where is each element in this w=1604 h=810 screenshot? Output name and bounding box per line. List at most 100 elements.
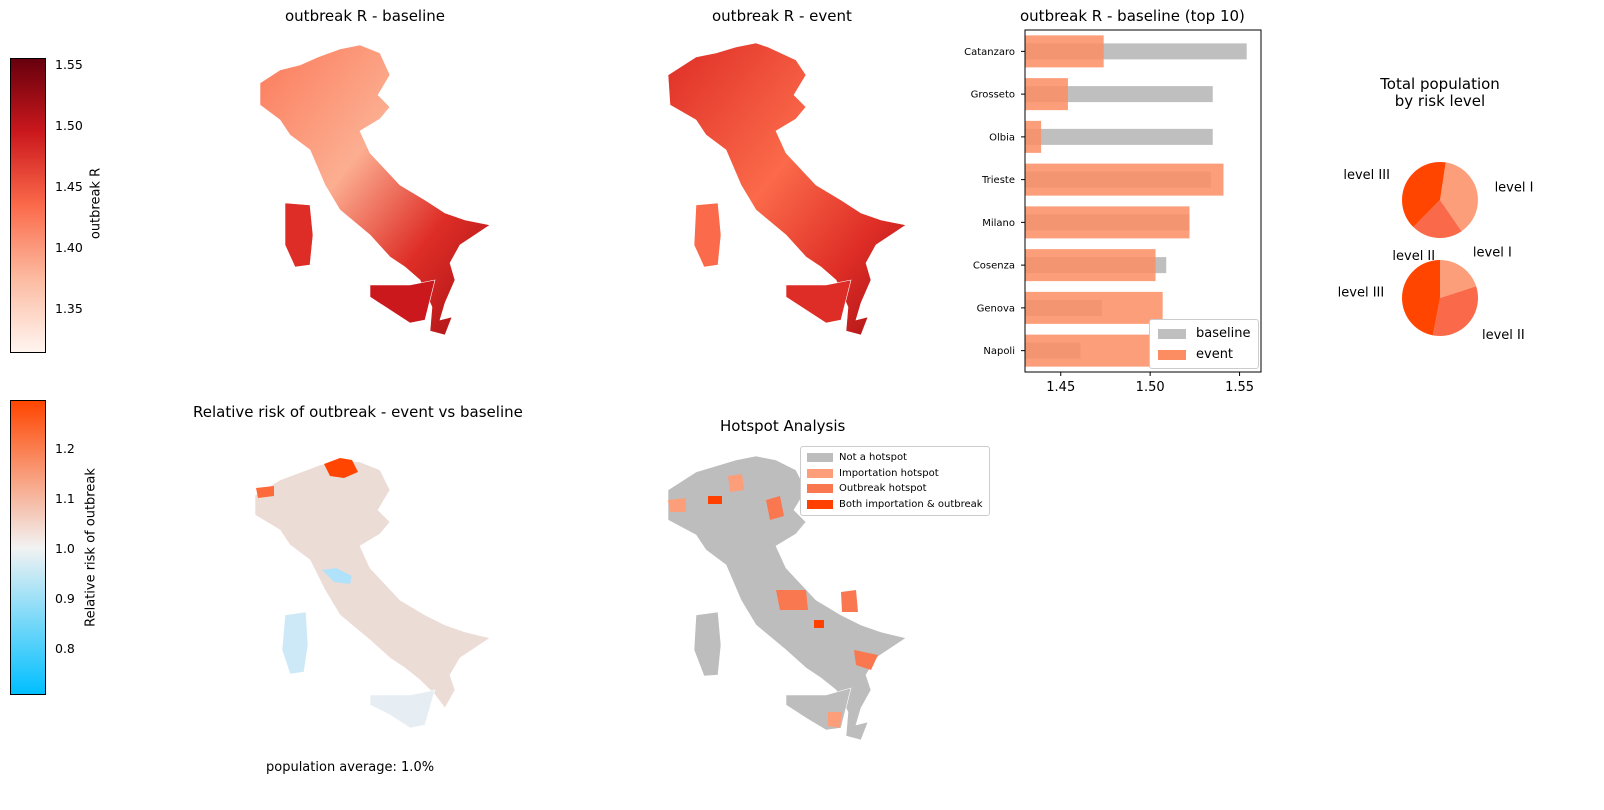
legend-label: Importation hotspot <box>839 467 939 479</box>
event-bar <box>1025 35 1104 68</box>
bar-chart-legend: baseline event <box>1149 319 1260 369</box>
sardinia <box>281 611 309 675</box>
event-bar <box>1025 291 1163 324</box>
pie-label: level III <box>1343 168 1390 183</box>
legend-swatch <box>807 468 833 478</box>
pie-slice <box>1413 200 1462 238</box>
category-label: Genova <box>977 303 1015 314</box>
pie-slice <box>1402 162 1446 228</box>
italy-mainland <box>667 42 907 336</box>
hotspot-legend-row: Not a hotspot <box>807 450 983 466</box>
outbreak-hotspot <box>854 650 878 670</box>
hotspot-legend-row: Importation hotspot <box>807 466 983 482</box>
baseline-map <box>259 44 491 336</box>
plot-frame <box>1024 29 1262 373</box>
italy-mainland <box>254 459 491 709</box>
pie-charts: level I level II level III level I level II l… <box>1338 162 1534 343</box>
event-bar <box>1025 163 1224 196</box>
legend-label: baseline <box>1196 326 1251 341</box>
italy-mainland <box>259 44 491 336</box>
event-bar <box>1025 120 1042 153</box>
relative-map-title: Relative risk of outbreak - event vs bas… <box>193 403 523 421</box>
hotspot-legend-row: Both importation & outbreak <box>807 497 983 513</box>
legend-label: event <box>1196 347 1234 362</box>
pie-label: level II <box>1392 249 1435 264</box>
cbar-bottom-tick: 0.9 <box>55 591 75 606</box>
category-label: Napoli <box>983 346 1015 357</box>
cbar-bottom-label: Relative risk of outbreak <box>83 468 99 627</box>
category-label: Trieste <box>981 175 1015 186</box>
cbar-bottom-tick: 1.0 <box>55 541 75 556</box>
bar-legend-row: event <box>1158 344 1250 365</box>
cbar-bottom-tick: 1.1 <box>55 491 75 506</box>
legend-label: Both importation & outbreak <box>839 498 983 510</box>
event-map-title: outbreak R - event <box>712 7 852 25</box>
sardinia <box>693 202 722 268</box>
event-bar <box>1025 78 1068 111</box>
cbar-top-tick: 1.35 <box>55 301 83 316</box>
north-west-high-risk <box>256 486 274 498</box>
sardinia <box>693 611 722 677</box>
pie-title-line: by risk level <box>1394 92 1486 110</box>
importation-hotspot <box>828 712 842 728</box>
pie-chart-title: Total population by risk level <box>1340 76 1540 110</box>
importation-hotspot <box>668 498 686 512</box>
hotspot-map <box>667 455 907 741</box>
bar-chart-title: outbreak R - baseline (top 10) <box>1020 7 1245 25</box>
legend-swatch <box>1158 349 1186 360</box>
cbar-top-tick: 1.40 <box>55 240 83 255</box>
category-label: Olbia <box>989 132 1015 143</box>
event-bar <box>1025 249 1156 282</box>
sardinia <box>284 202 314 268</box>
pie-label: level III <box>1338 286 1385 301</box>
hotspot-legend-row: Outbreak hotspot <box>807 481 983 497</box>
outbreak-hotspot <box>841 590 858 612</box>
legend-label: Not a hotspot <box>839 452 907 464</box>
legend-swatch <box>1158 328 1186 339</box>
bar-chart: Catanzaro Grosseto Olbia Trieste Milano Cosen… <box>964 29 1262 395</box>
pie-slice <box>1432 286 1478 336</box>
category-label: Grosseto <box>971 90 1015 101</box>
central-low-risk <box>322 568 352 584</box>
bar-legend-row: baseline <box>1158 323 1250 344</box>
relative-risk-colorbar <box>10 400 46 695</box>
event-map <box>667 42 907 336</box>
x-tick-label: 1.55 <box>1225 380 1254 395</box>
importation-hotspot <box>728 474 744 492</box>
event-bar <box>1025 206 1190 239</box>
cbar-top-label: outbreak R <box>88 167 104 240</box>
baseline-map-title: outbreak R - baseline <box>285 7 445 25</box>
outbreak-r-colorbar <box>10 58 46 353</box>
cbar-top-tick: 1.50 <box>55 118 83 133</box>
both-hotspot <box>708 496 722 504</box>
pie-slice <box>1402 260 1440 336</box>
pie-slice <box>1440 162 1478 232</box>
legend-swatch <box>807 453 833 463</box>
legend-swatch <box>807 499 833 509</box>
outbreak-hotspot <box>766 496 784 520</box>
cbar-top-tick: 1.55 <box>55 57 83 72</box>
relative-risk-map <box>254 458 491 729</box>
cbar-bottom-tick: 1.2 <box>55 441 75 456</box>
pie-label: level II <box>1482 328 1525 343</box>
category-label: Catanzaro <box>964 47 1015 58</box>
hotspot-map-title: Hotspot Analysis <box>720 417 846 435</box>
pie-title-line: Total population <box>1380 75 1500 93</box>
legend-swatch <box>807 484 833 494</box>
cbar-bottom-tick: 0.8 <box>55 641 75 656</box>
baseline-bar <box>1025 128 1213 145</box>
category-label: Cosenza <box>973 261 1015 272</box>
sicily <box>369 279 436 324</box>
sicily <box>369 689 436 729</box>
x-tick-label: 1.45 <box>1046 380 1075 395</box>
sicily <box>785 279 852 324</box>
baseline-bar <box>1025 86 1213 103</box>
population-average-label: population average: 1.0% <box>266 760 435 775</box>
x-tick-label: 1.50 <box>1136 380 1165 395</box>
sicily <box>785 687 852 731</box>
pie-label: level I <box>1495 180 1534 195</box>
north-high-risk <box>324 458 358 478</box>
event-bar <box>1025 334 1151 367</box>
pie-label: level I <box>1473 246 1512 261</box>
pie-slice <box>1440 260 1477 298</box>
